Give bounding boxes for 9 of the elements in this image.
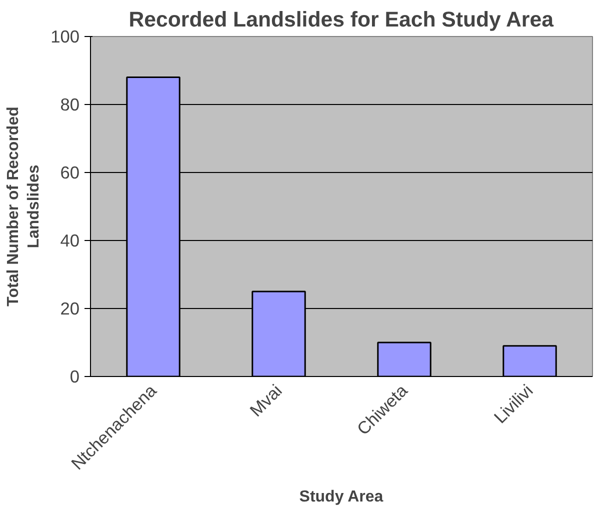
chart-title: Recorded Landslides for Each Study Area [128,8,554,32]
y-tick-label: 60 [60,162,80,182]
y-tick-label: 20 [60,298,80,318]
y-axis-title: Total Number of Recorded Landslides [5,106,43,306]
y-tick-label: 100 [50,26,80,46]
y-tick-label: 0 [70,366,80,386]
y-tick-label: 80 [60,94,80,114]
x-axis-title: Study Area [299,488,384,506]
y-tick-label: 40 [60,230,80,250]
